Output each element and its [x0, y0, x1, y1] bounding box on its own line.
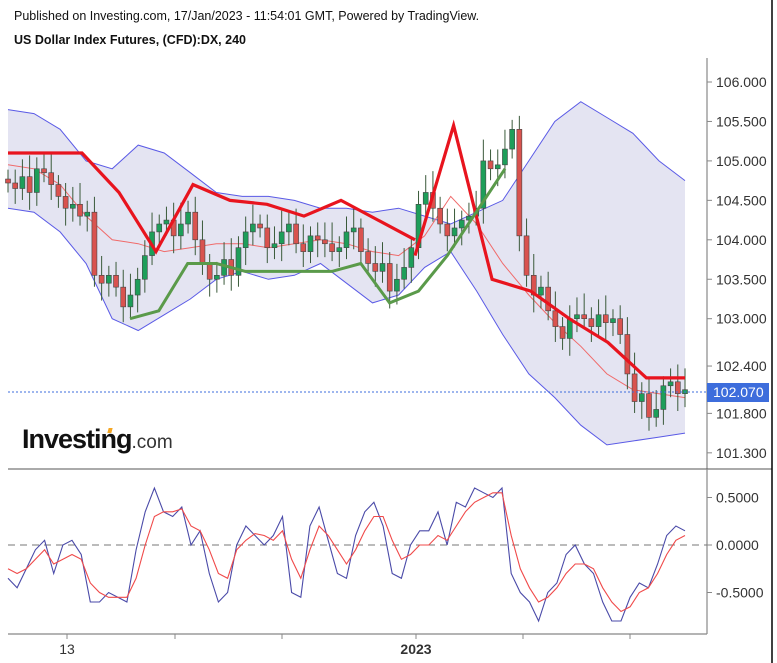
svg-text:-0.5000: -0.5000 — [716, 585, 764, 601]
svg-text:103.000: 103.000 — [716, 311, 767, 327]
time-axis-labels: 13 2023 — [59, 634, 631, 657]
price-axis-labels: 106.000 105.500 105.000 104.500 104.000 103.5… — [707, 74, 767, 461]
svg-text:104.500: 104.500 — [716, 192, 767, 208]
investing-logo: Investing.com — [22, 424, 173, 455]
svg-text:0.5000: 0.5000 — [716, 490, 759, 506]
svg-text:105.500: 105.500 — [716, 113, 767, 129]
svg-text:2023: 2023 — [400, 641, 431, 657]
logo-brand: Investing — [22, 424, 133, 454]
oscillator-axis-labels: 0.5000 0.0000 -0.5000 — [707, 490, 764, 601]
svg-text:103.500: 103.500 — [716, 271, 767, 287]
svg-text:101.800: 101.800 — [716, 405, 767, 421]
chart-title: US Dollar Index Futures, (CFD):DX, 240 — [14, 33, 246, 47]
svg-text:106.000: 106.000 — [716, 74, 767, 90]
oscillator-lines — [7, 486, 686, 623]
supertrend — [8, 119, 685, 380]
svg-text:0.0000: 0.0000 — [716, 537, 759, 553]
published-caption: Published on Investing.com, 17/Jan/2023 … — [14, 9, 480, 23]
current-price-badge: 102.070 — [707, 383, 769, 402]
svg-text:105.000: 105.000 — [716, 153, 767, 169]
bollinger-bands — [7, 101, 686, 446]
svg-text:101.300: 101.300 — [716, 445, 767, 461]
svg-text:102.400: 102.400 — [716, 358, 767, 374]
svg-text:13: 13 — [59, 641, 75, 657]
svg-text:104.000: 104.000 — [716, 232, 767, 248]
logo-suffix: .com — [131, 432, 173, 453]
